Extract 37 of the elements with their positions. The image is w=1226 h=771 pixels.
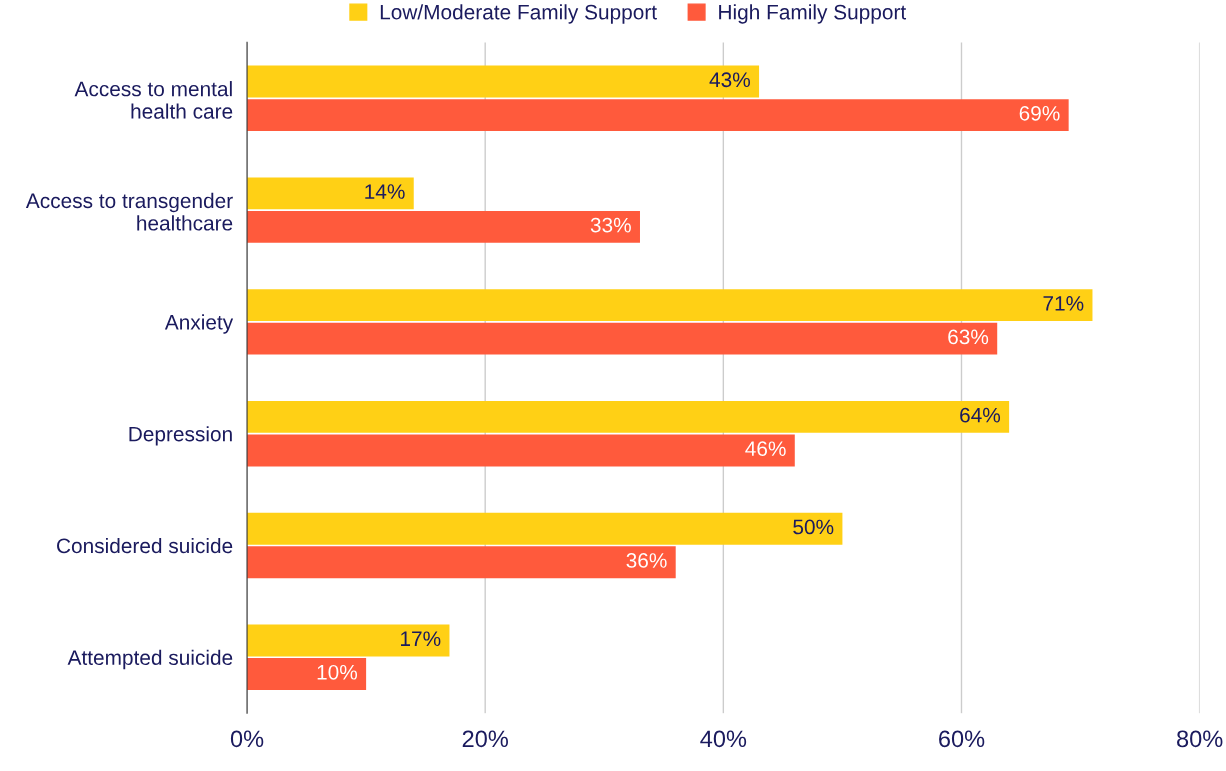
y-tick-label: Access to mental health care [74, 81, 233, 119]
data-label: 10% [317, 664, 358, 680]
y-tick-label: Depression [129, 426, 232, 446]
data-label: 36% [626, 553, 667, 568]
x-tick-label: 20% [462, 730, 508, 748]
x-tick-label: 60% [939, 730, 985, 748]
legend-label: Low/Moderate Family Support [380, 4, 657, 24]
data-label: 71% [1043, 296, 1084, 311]
data-label: 64% [960, 407, 1001, 423]
bar [247, 546, 676, 579]
data-label: 43% [709, 72, 750, 88]
x-tick-label: 0% [230, 730, 264, 748]
x-tick-label: 40% [700, 730, 747, 748]
bar [247, 624, 450, 657]
bar [247, 658, 367, 690]
legend-label: High Family Support [719, 4, 907, 24]
y-tick-label: Anxiety [164, 314, 234, 334]
data-label: 17% [401, 631, 441, 647]
bar [247, 289, 1093, 322]
bar [247, 99, 1069, 131]
data-label: 46% [745, 441, 786, 457]
bar [247, 322, 998, 355]
bar [247, 65, 760, 98]
y-tick-label: Attempted suicide [67, 649, 233, 670]
data-label: 33% [590, 217, 631, 233]
bar [247, 177, 414, 210]
x-tick-label: 80% [1177, 730, 1223, 748]
bar [247, 400, 1010, 433]
data-label: 63% [948, 329, 989, 345]
bar [247, 512, 843, 545]
data-label: 69% [1019, 105, 1060, 121]
y-tick-label: Considered suicide [57, 537, 233, 554]
data-label: 14% [365, 184, 405, 199]
bar [247, 210, 640, 243]
data-label: 50% [793, 519, 834, 535]
bar [247, 434, 795, 467]
y-tick-label: Access to transgender healthcare [25, 192, 233, 231]
